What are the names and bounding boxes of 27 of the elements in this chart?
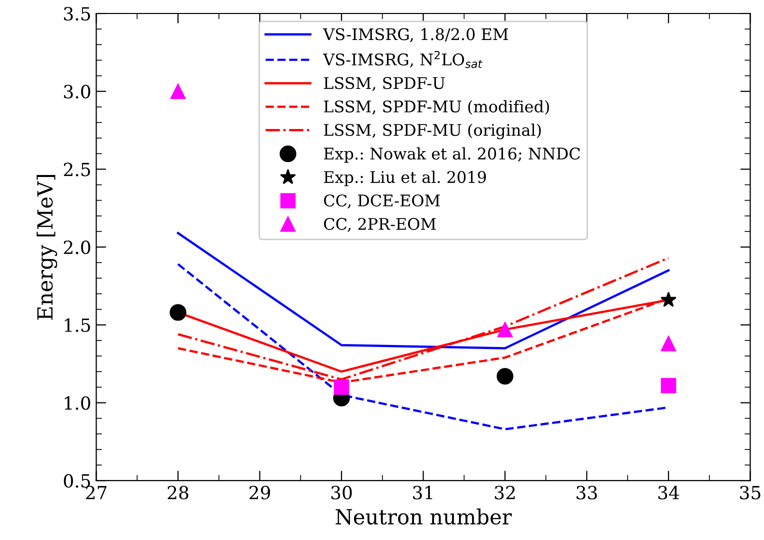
x-tick-label: 34	[658, 486, 680, 500]
x-tick-label: 29	[249, 486, 270, 500]
y-tick-label: 2.0	[64, 240, 90, 254]
legend-label: LSSM, SPDF-U	[324, 76, 445, 92]
y-tick-label: 1.0	[64, 396, 90, 410]
legend-label: LSSM, SPDF-MU (original)	[324, 124, 541, 140]
x-tick-label: 27	[86, 486, 106, 500]
y-tick-label: 0.5	[64, 474, 90, 488]
legend-label: CC, DCE-EOM	[324, 194, 440, 208]
x-tick-label: 35	[740, 486, 760, 500]
legend-label: LSSM, SPDF-MU (modified)	[324, 100, 549, 115]
legend-label: VS-IMSRG, N$^{2}$LO$_{sat}$	[322, 50, 482, 68]
x-tick-label: 31	[413, 486, 432, 500]
y-tick-label: 3.5	[64, 6, 90, 21]
x-tick-label: 32	[494, 486, 515, 500]
legend-label: CC, 2PR-EOM	[324, 218, 436, 232]
legend-label: VS-IMSRG, 1.8/2.0 EM	[322, 28, 508, 42]
legend-label: Exp.: Nowak et al. 2016; NNDC	[324, 147, 580, 163]
legend-label: Exp.: Liu et al. 2019	[324, 170, 486, 186]
y-tick-label: 1.5	[64, 318, 90, 332]
x-tick-label: 30	[331, 486, 352, 500]
x-tick-label: 33	[576, 486, 597, 500]
y-axis-title: Energy [MeV]	[36, 175, 58, 320]
x-tick-label: 28	[168, 486, 188, 500]
y-tick-label: 2.5	[64, 162, 90, 176]
y-tick-label: 3.0	[64, 84, 90, 98]
x-axis-title: Neutron number	[336, 508, 512, 525]
